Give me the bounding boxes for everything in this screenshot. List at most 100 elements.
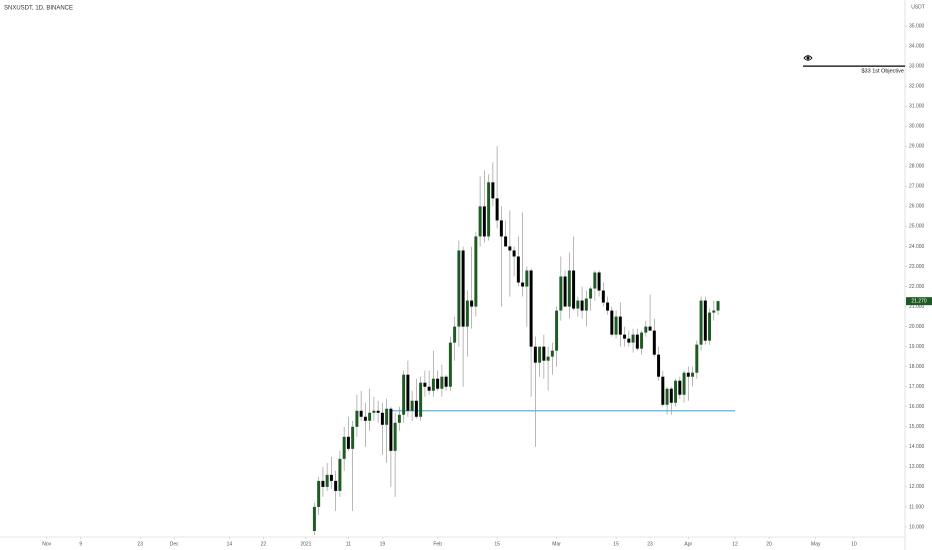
candle-body — [359, 410, 363, 417]
candle-body — [648, 326, 652, 331]
y-tick-label: 27.000 — [909, 184, 925, 190]
candle-body — [406, 374, 410, 411]
eye-icon — [803, 55, 813, 61]
x-tick-label: 19 — [380, 541, 386, 547]
y-axis-label: USDT — [911, 4, 925, 10]
candle-body — [478, 206, 482, 237]
candle-body — [708, 312, 712, 341]
candle-body — [427, 386, 431, 391]
x-tick-label: 11 — [346, 541, 351, 547]
candle-body — [453, 326, 457, 343]
x-tick-label: 12 — [732, 541, 738, 547]
x-tick-label: 15 — [494, 541, 500, 547]
candle-body — [597, 272, 601, 291]
x-tick-label: 22 — [261, 541, 267, 547]
y-tick-label: 15.000 — [909, 424, 925, 430]
candle-body — [448, 342, 452, 387]
candle-body — [580, 300, 584, 311]
candle-body — [385, 408, 389, 425]
candle-body — [533, 346, 537, 363]
y-tick-label: 24.000 — [909, 244, 925, 250]
candle-body — [342, 436, 346, 459]
candle-body — [601, 290, 605, 303]
candle-body — [423, 382, 427, 387]
y-tick-label: 20.000 — [909, 324, 925, 330]
x-tick-label: 23 — [647, 541, 653, 547]
candle-body — [567, 270, 571, 307]
x-tick-label: 15 — [613, 541, 619, 547]
x-tick-label: May — [811, 541, 821, 547]
x-tick-label: Apr — [684, 541, 692, 547]
y-tick-label: 29.000 — [909, 144, 925, 150]
candle-body — [389, 408, 393, 451]
y-tick-label: 32.000 — [909, 83, 925, 89]
candle-body — [491, 182, 495, 199]
candle-body — [695, 344, 699, 373]
x-tick-label: Mar — [552, 541, 561, 547]
candle-body — [652, 330, 656, 355]
y-tick-label: 30.000 — [909, 124, 925, 130]
candle-body — [610, 310, 614, 335]
candle-body — [516, 256, 520, 283]
candle-body — [474, 236, 478, 307]
candle-body — [712, 310, 716, 313]
candle-body — [703, 300, 707, 341]
y-tick-label: 13.000 — [909, 464, 925, 470]
candle-body — [363, 416, 367, 421]
candle-body — [329, 474, 333, 481]
candle-body — [355, 410, 359, 427]
last-price-label: 21.270 — [911, 298, 927, 304]
candle-body — [397, 414, 401, 423]
candle-body — [572, 270, 576, 309]
y-tick-label: 11.000 — [909, 504, 924, 510]
y-tick-label: 18.000 — [909, 364, 925, 370]
candle-body — [376, 410, 380, 413]
candle-body — [487, 182, 491, 237]
candle-body — [699, 300, 703, 345]
candle-body — [618, 316, 622, 335]
candle-body — [631, 334, 635, 343]
candle-body — [623, 334, 627, 339]
y-tick-label: 35.000 — [909, 23, 925, 29]
x-tick-label: Dec — [170, 541, 179, 547]
y-tick-label: 19.000 — [909, 344, 925, 350]
candle-body — [368, 412, 372, 421]
candle-body — [380, 412, 384, 425]
candle-body — [674, 380, 678, 403]
candle-body — [635, 334, 639, 349]
candle-body — [644, 326, 648, 333]
candle-body — [465, 300, 469, 327]
candle-body — [321, 480, 325, 487]
candle-body — [317, 480, 321, 507]
candle-body — [470, 300, 474, 307]
candle-body — [640, 332, 644, 349]
candle-body — [542, 346, 546, 361]
candle-body — [584, 298, 588, 311]
x-tick-label: 10 — [851, 541, 857, 547]
candle-body — [508, 246, 512, 251]
candle-body — [593, 272, 597, 289]
candle-body — [457, 250, 461, 327]
candle-body — [334, 480, 338, 491]
x-tick-label: Nov — [42, 541, 51, 547]
y-tick-label: 17.000 — [909, 384, 925, 390]
candle-body — [555, 310, 559, 351]
candle-body — [312, 506, 316, 531]
candle-body — [661, 376, 665, 405]
candle-body — [372, 410, 376, 413]
candle-body — [512, 250, 516, 257]
x-tick-label: Feb — [433, 541, 442, 547]
candle-body — [606, 302, 610, 311]
candle-body — [338, 458, 342, 491]
candle-body — [444, 376, 448, 387]
candle-body — [461, 250, 465, 327]
y-tick-label: 28.000 — [909, 164, 925, 170]
candle-body — [525, 270, 529, 287]
candle-body — [346, 436, 350, 449]
y-tick-label: 10.000 — [909, 524, 925, 530]
candle-body — [686, 372, 690, 377]
candle-body — [495, 198, 499, 221]
y-tick-label: 21.000 — [909, 304, 925, 310]
